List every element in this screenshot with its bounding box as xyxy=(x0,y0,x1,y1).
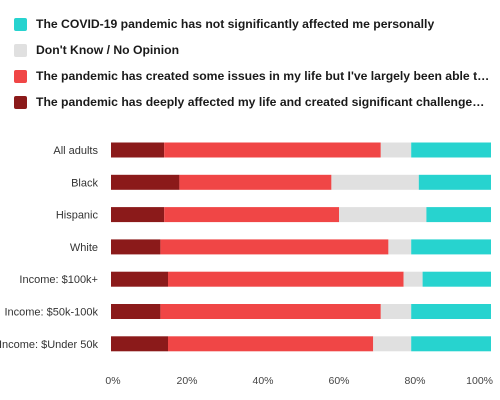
bar-segment-income-under-50k-series-3[interactable] xyxy=(373,336,412,352)
legend-item-some-issues[interactable]: The pandemic has created some issues in … xyxy=(14,63,494,89)
x-tick-label-0: 0% xyxy=(105,375,120,387)
bar-segment-income-50k-100k-series-1[interactable] xyxy=(111,304,161,319)
bar-segment-all-adults-series-1[interactable] xyxy=(111,142,165,158)
bar-segment-hispanic-series-4[interactable] xyxy=(426,207,491,223)
legend-item-not-affected[interactable]: The COVID-19 pandemic has not significan… xyxy=(14,11,494,37)
category-label-income-50k-100k: Income: $50k-100k xyxy=(4,307,98,319)
bar-segment-income-100k-series-2[interactable] xyxy=(168,271,404,287)
bar-segment-white-series-3[interactable] xyxy=(388,239,412,255)
bar-segment-income-100k-series-1[interactable] xyxy=(111,271,168,287)
x-tick-label-40: 40% xyxy=(252,375,273,387)
bar-segment-black-series-2[interactable] xyxy=(179,174,332,190)
legend-swatch-not-affected xyxy=(14,17,27,31)
bar-segment-hispanic-series-2[interactable] xyxy=(164,207,339,223)
legend-swatch-dont-know xyxy=(14,43,27,57)
x-tick-label-20: 20% xyxy=(176,375,197,387)
category-label-income-100k: Income: $100k+ xyxy=(19,274,98,286)
bar-segment-income-under-50k-series-4[interactable] xyxy=(411,336,491,352)
category-label-hispanic: Hispanic xyxy=(56,210,99,222)
bar-segment-income-50k-100k-series-2[interactable] xyxy=(160,304,381,319)
category-label-all-adults: All adults xyxy=(53,145,98,157)
bar-segment-black-series-4[interactable] xyxy=(418,174,491,190)
bar-segment-black-series-3[interactable] xyxy=(331,174,419,190)
bar-segment-income-100k-series-4[interactable] xyxy=(422,271,491,287)
bar-segment-white-series-2[interactable] xyxy=(160,239,389,255)
x-tick-label-80: 80% xyxy=(404,375,425,387)
bar-segment-income-100k-series-3[interactable] xyxy=(403,271,423,287)
bar-segment-income-under-50k-series-1[interactable] xyxy=(111,336,168,352)
legend-swatch-some-issues xyxy=(14,69,27,83)
bar-segment-white-series-1[interactable] xyxy=(111,239,161,255)
bar-segment-all-adults-series-3[interactable] xyxy=(380,142,412,158)
bar-segment-hispanic-series-3[interactable] xyxy=(339,207,427,223)
legend-item-deeply-affected[interactable]: The pandemic has deeply affected my life… xyxy=(14,89,494,115)
category-label-black: Black xyxy=(71,177,98,189)
bar-segment-income-50k-100k-series-4[interactable] xyxy=(411,304,491,319)
bar-segment-hispanic-series-1[interactable] xyxy=(111,207,165,223)
x-tick-label-100: 100% xyxy=(466,375,493,387)
bar-segment-all-adults-series-4[interactable] xyxy=(411,142,491,158)
bar-segment-all-adults-series-2[interactable] xyxy=(164,142,381,158)
legend-swatch-deeply-affected xyxy=(14,95,27,109)
bar-segment-income-50k-100k-series-3[interactable] xyxy=(380,304,412,319)
category-label-white: White xyxy=(70,242,98,254)
bar-segment-black-series-1[interactable] xyxy=(111,174,180,190)
category-label-income-under-50k: Income: $Under 50k xyxy=(0,339,98,351)
legend-item-dont-know[interactable]: Don't Know / No Opinion xyxy=(14,37,494,63)
bar-segment-white-series-4[interactable] xyxy=(411,239,491,255)
x-tick-label-60: 60% xyxy=(328,375,349,387)
bar-segment-income-under-50k-series-2[interactable] xyxy=(168,336,374,352)
chart-legend: The COVID-19 pandemic has not significan… xyxy=(14,11,494,115)
